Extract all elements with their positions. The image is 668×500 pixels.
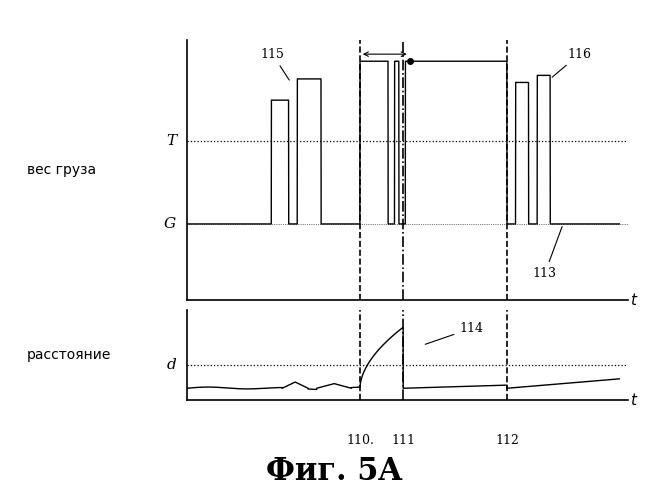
Text: d: d xyxy=(166,358,176,372)
Text: Фиг. 5A: Фиг. 5A xyxy=(266,456,402,488)
Text: вес груза: вес груза xyxy=(27,163,96,177)
Text: 112: 112 xyxy=(495,434,519,446)
Text: $t$: $t$ xyxy=(630,392,639,408)
Text: 114: 114 xyxy=(426,322,484,344)
Text: 111: 111 xyxy=(391,434,415,446)
Text: 116: 116 xyxy=(552,48,591,77)
Text: расстояние: расстояние xyxy=(27,348,111,362)
Text: G: G xyxy=(164,217,176,231)
Text: T: T xyxy=(166,134,176,148)
Text: 115: 115 xyxy=(261,48,289,80)
Text: 110.: 110. xyxy=(346,434,374,446)
Text: $t$: $t$ xyxy=(630,292,639,308)
Text: 113: 113 xyxy=(533,226,562,280)
